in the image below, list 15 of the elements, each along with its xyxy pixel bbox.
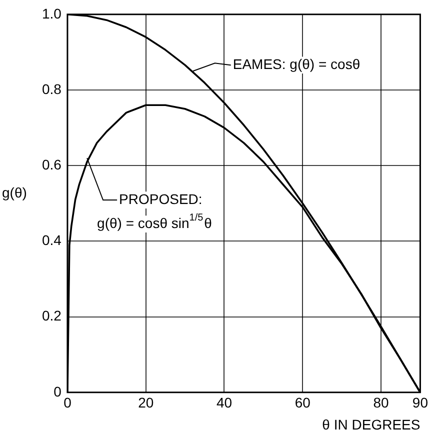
y-tick-label: 0.2 [42,308,62,324]
annotation: EAMES: g(θ) = cosθ [232,56,360,72]
y-axis-title: g(θ) [2,184,27,200]
y-tick-label: 0.8 [42,80,62,97]
x-axis-title: θ IN DEGREES [322,416,420,432]
y-tick-label: 1.0 [42,5,62,22]
y-tick-label: 0.4 [42,232,62,248]
x-tick-label: 80 [373,394,390,411]
x-tick-label: 0 [64,394,72,411]
x-tick-label: 40 [216,394,232,411]
x-tick-label: 20 [138,394,154,411]
y-tick-label: 0.6 [42,156,62,172]
y-tick-label: 0 [54,383,62,400]
x-tick-label: 90 [412,394,428,411]
x-tick-label: 60 [294,394,311,411]
